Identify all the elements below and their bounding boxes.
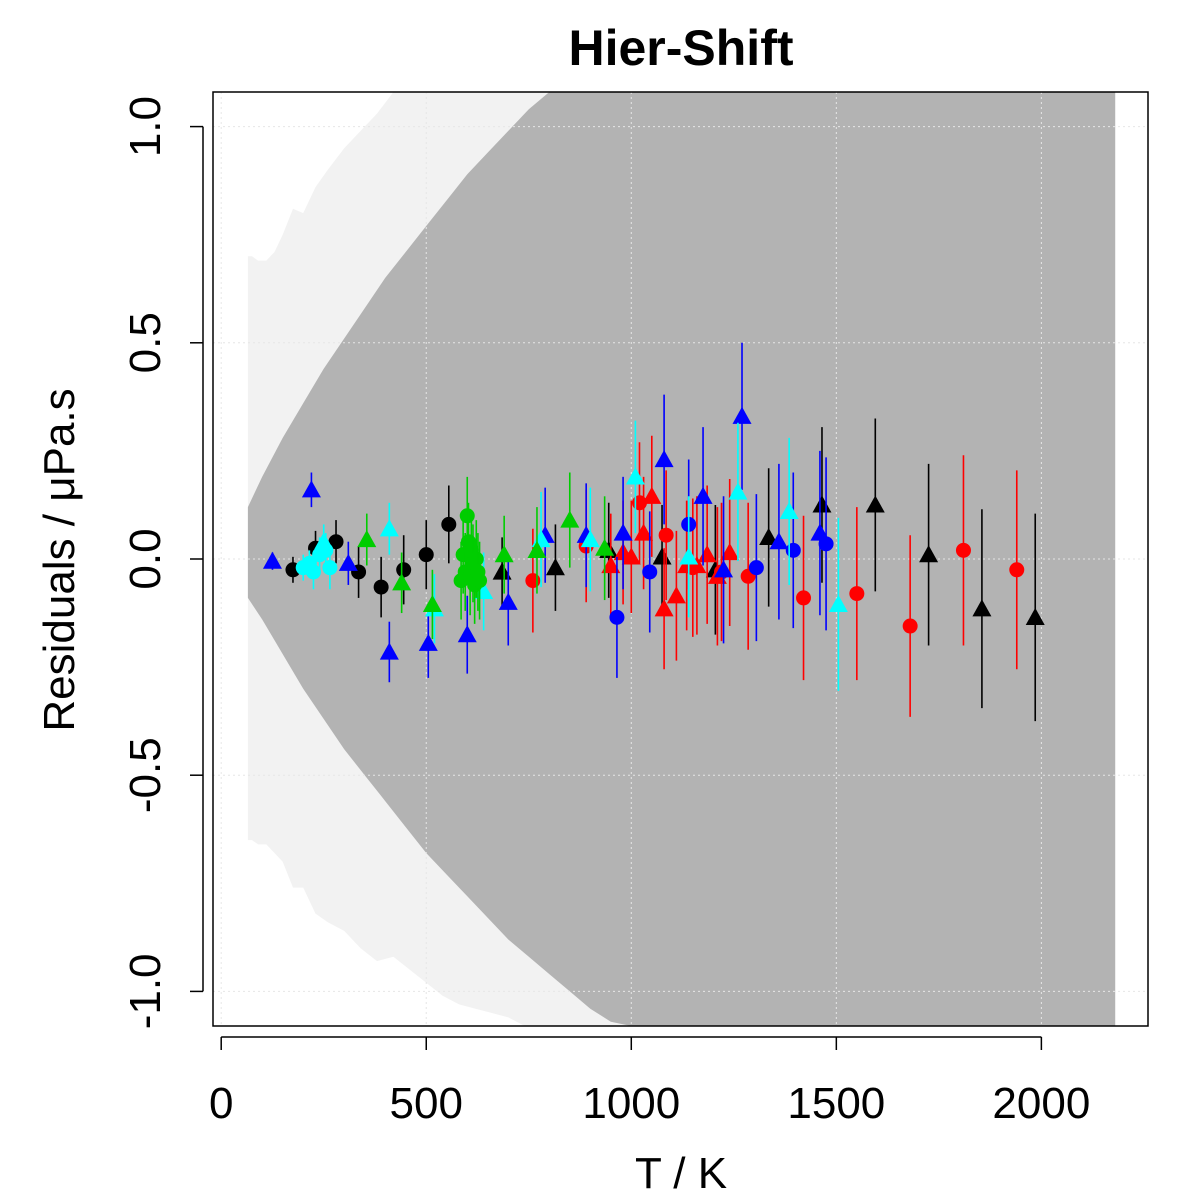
- data-point-triangle: [357, 530, 377, 548]
- data-point-triangle: [693, 486, 713, 504]
- data-point-triangle: [494, 545, 514, 563]
- data-point-triangle: [1025, 607, 1045, 625]
- x-tick-label: 500: [390, 1079, 463, 1128]
- data-point-triangle: [654, 450, 674, 468]
- data-point-triangle: [666, 586, 686, 604]
- plot-content: [213, 92, 1148, 1026]
- data-point-triangle: [654, 599, 674, 617]
- data-point-triangle: [728, 482, 748, 500]
- data-point-circle: [468, 551, 484, 567]
- data-point-triangle: [301, 480, 321, 498]
- y-tick-label: 0.5: [121, 312, 170, 373]
- data-point-triangle: [769, 532, 789, 550]
- axes: 0 500 1000 1500 2000 -1.0 -0.5 0.0 0.5 1.0: [121, 91, 1149, 1128]
- data-point-triangle: [714, 560, 734, 578]
- data-point-triangle: [972, 599, 992, 617]
- data-point-triangle: [601, 555, 621, 574]
- data-point-circle: [658, 527, 674, 543]
- data-point-triangle: [779, 501, 799, 520]
- band-inner: [247, 92, 1116, 1026]
- data-point-triangle: [625, 467, 645, 485]
- data-point-triangle: [828, 594, 848, 613]
- y-tick-label: -1.0: [121, 953, 170, 1029]
- data-point-circle: [609, 609, 625, 625]
- data-point-triangle: [314, 532, 334, 550]
- data-point-triangle: [498, 592, 518, 610]
- data-point-circle: [642, 564, 658, 580]
- data-point-triangle: [379, 642, 399, 660]
- plot-frame: [212, 91, 1149, 1027]
- data-point-triangle: [527, 540, 547, 558]
- data-point-triangle: [457, 625, 477, 643]
- x-axis-label: T / K: [635, 1149, 727, 1198]
- data-point-triangle: [687, 555, 707, 574]
- data-point-triangle: [865, 495, 885, 513]
- plot-area: [213, 92, 1148, 1026]
- data-point-triangle: [560, 510, 580, 528]
- x-tick-label: 2000: [992, 1079, 1090, 1128]
- chart-title: Hier-Shift: [569, 20, 794, 76]
- data-point-circle: [441, 516, 457, 532]
- data-point-triangle: [810, 523, 830, 541]
- data-point-triangle: [595, 538, 615, 556]
- y-axis-label: Residuals / μPa.s: [35, 388, 84, 731]
- y-tick-label: 1.0: [121, 96, 170, 157]
- data-point-triangle: [392, 573, 412, 591]
- data-point-circle: [459, 508, 475, 524]
- data-point-triangle: [919, 545, 939, 563]
- data-point-triangle: [621, 547, 641, 565]
- data-point-triangle: [732, 406, 752, 424]
- x-tick-label: 1500: [787, 1079, 885, 1128]
- data-point-triangle: [759, 527, 779, 545]
- x-tick-label: 0: [209, 1079, 233, 1128]
- data-point-triangle: [262, 551, 282, 569]
- data-point-triangle: [379, 519, 399, 537]
- data-point-triangle: [642, 486, 662, 504]
- data-point-circle: [1009, 562, 1025, 578]
- y-tick-label: -0.5: [121, 737, 170, 813]
- y-tick-label: 0.0: [121, 528, 170, 589]
- data-point-circle: [785, 542, 801, 558]
- data-point-circle: [322, 560, 338, 576]
- data-point-triangle: [580, 530, 600, 548]
- data-point-triangle: [679, 547, 699, 565]
- x-tick-label: 1000: [582, 1079, 680, 1128]
- data-point-circle: [748, 560, 764, 576]
- data-point-triangle: [720, 543, 740, 561]
- data-point-circle: [849, 586, 865, 602]
- data-point-circle: [418, 547, 434, 563]
- data-point-circle: [796, 590, 812, 606]
- data-point-triangle: [613, 523, 633, 541]
- data-point-circle: [373, 579, 389, 595]
- data-point-triangle: [634, 523, 654, 541]
- data-point-circle: [472, 573, 488, 589]
- data-point-triangle: [418, 633, 438, 651]
- data-point-circle: [902, 618, 918, 634]
- data-point-circle: [525, 573, 541, 589]
- data-point-circle: [955, 542, 971, 558]
- data-point-circle: [328, 534, 344, 550]
- data-point-circle: [305, 564, 321, 580]
- data-point-triangle: [338, 553, 358, 571]
- data-point-triangle: [545, 558, 565, 576]
- data-point-triangle: [422, 594, 442, 613]
- data-point-triangle: [492, 562, 512, 580]
- data-point-circle: [396, 562, 412, 578]
